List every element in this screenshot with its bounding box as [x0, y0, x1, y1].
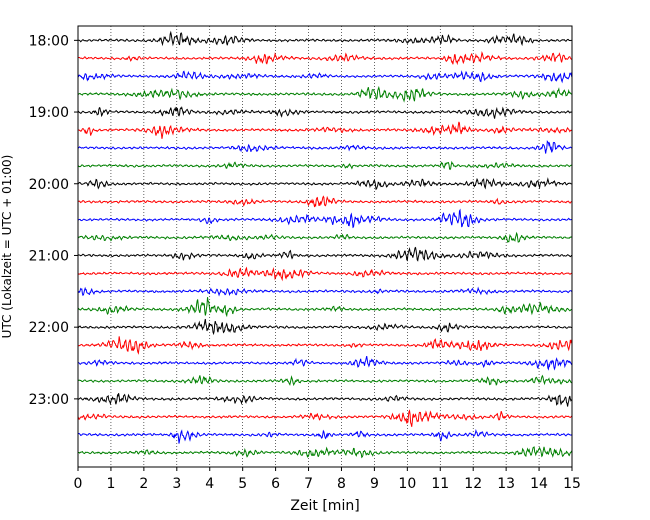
seismic-trace — [77, 106, 573, 119]
seismic-trace — [77, 336, 573, 355]
seismic-trace — [77, 139, 573, 154]
seismic-trace — [77, 428, 573, 444]
x-tick-label: 9 — [370, 476, 379, 492]
y-tick-label: 22:00 — [29, 320, 69, 336]
seismic-trace — [77, 286, 573, 297]
seismic-trace — [77, 297, 573, 318]
seismic-trace — [77, 121, 573, 139]
seismic-trace — [77, 318, 573, 336]
x-tick-label: 14 — [530, 476, 548, 492]
seismic-trace — [77, 70, 573, 84]
y-axis-label: UTC (Lokalzeit = UTC + 01:00) — [0, 155, 14, 339]
x-tick-label: 1 — [106, 476, 115, 492]
y-tick-label: 20:00 — [29, 177, 69, 193]
seismic-trace — [77, 374, 573, 387]
seismic-trace — [77, 409, 573, 427]
trace-layer — [77, 30, 573, 459]
y-tick-label: 23:00 — [29, 392, 69, 408]
seismic-trace — [77, 160, 573, 171]
y-tick-label: 21:00 — [29, 248, 69, 264]
y-tick-label: 18:00 — [29, 33, 69, 49]
seismic-trace — [77, 177, 573, 191]
x-tick-label: 6 — [271, 476, 280, 492]
grid-lines — [110, 26, 540, 467]
seismic-trace — [77, 51, 573, 66]
x-tick-label: 5 — [238, 476, 247, 492]
x-tick-label: 4 — [205, 476, 214, 492]
seismic-trace — [77, 85, 573, 103]
seismic-trace — [77, 446, 573, 459]
x-tick-label: 2 — [139, 476, 148, 492]
x-tick-label: 3 — [172, 476, 181, 492]
x-tick-label: 11 — [431, 476, 449, 492]
seismic-trace — [77, 30, 573, 47]
y-tick-label: 19:00 — [29, 105, 69, 121]
seismic-trace — [77, 208, 573, 229]
y-axis: 18:00 19:00 20:00 21:00 22:00 23:00 — [29, 33, 78, 408]
x-tick-label: 8 — [337, 476, 346, 492]
plot-frame — [77, 25, 573, 468]
seismic-trace — [77, 246, 573, 262]
seismic-trace — [77, 355, 573, 371]
seismic-trace — [77, 195, 573, 208]
x-tick-label: 0 — [74, 476, 83, 492]
x-axis-label: Zeit [min] — [290, 498, 359, 514]
x-tick-label: 13 — [497, 476, 515, 492]
x-tick-label: 12 — [464, 476, 482, 492]
x-tick-label: 10 — [398, 476, 416, 492]
seismic-trace — [77, 266, 573, 282]
seismic-trace — [77, 231, 573, 243]
x-tick-label: 7 — [304, 476, 313, 492]
x-tick-label: 15 — [563, 476, 581, 492]
x-axis: 0 1 2 3 4 5 6 7 8 9 10 11 12 13 14 15 — [74, 467, 581, 492]
seismic-trace — [77, 393, 573, 407]
